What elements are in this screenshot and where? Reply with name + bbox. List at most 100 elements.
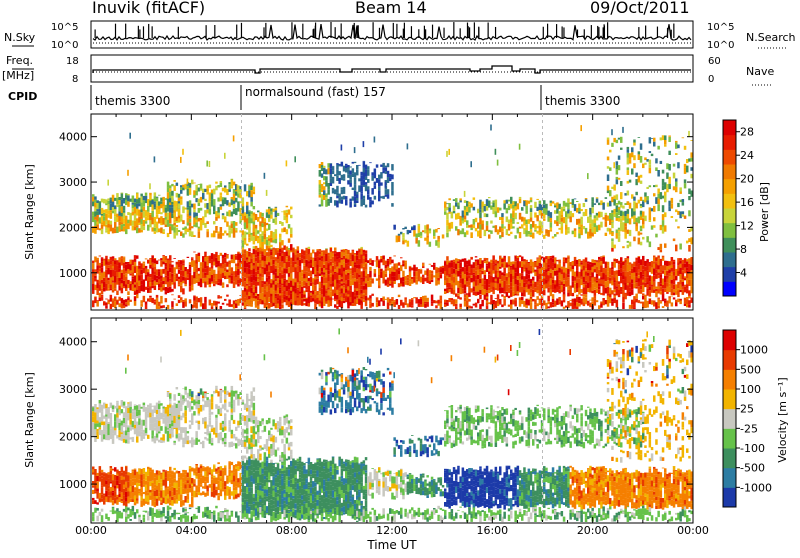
heat-cell (464, 260, 467, 267)
heat-cell (156, 499, 159, 506)
heat-cell (490, 301, 493, 305)
heat-cell (525, 272, 528, 274)
heat-cell (140, 281, 143, 285)
heat-cell (123, 509, 126, 512)
heat-cell (187, 228, 190, 232)
heat-cell (231, 280, 234, 283)
heat-cell (118, 512, 121, 519)
heat-cell (105, 278, 108, 284)
heat-cell (662, 288, 665, 295)
heat-cell (92, 486, 95, 488)
heat-cell (165, 298, 168, 302)
heat-cell (173, 180, 176, 182)
heat-cell (231, 267, 234, 273)
heat-cell (127, 475, 130, 481)
heat-cell (321, 190, 324, 192)
heat-cell (556, 221, 559, 226)
heat-cell (349, 183, 352, 187)
heat-cell (101, 267, 104, 272)
heat-cell (580, 279, 583, 285)
heat-cell (193, 297, 196, 301)
heat-cell (149, 495, 152, 500)
heat-cell (118, 484, 121, 491)
heat-cell (248, 257, 251, 263)
heat-cell (666, 184, 669, 188)
heat-cell (261, 297, 264, 300)
heat-cell (356, 268, 359, 273)
heat-cell (171, 196, 174, 202)
heat-cell (354, 254, 357, 256)
heat-cell (420, 304, 423, 307)
heat-cell (466, 278, 469, 282)
heat-cell (169, 255, 172, 261)
heat-cell (277, 294, 280, 298)
heat-cell (327, 183, 330, 190)
heat-cell (556, 287, 559, 293)
heat-cell (664, 192, 667, 196)
heat-cell (125, 273, 128, 277)
heat-cell (116, 214, 119, 217)
heat-cell (657, 170, 660, 177)
heat-cell (127, 296, 130, 297)
heat-cell (490, 270, 493, 276)
heat-cell (134, 284, 137, 287)
heat-cell (530, 198, 533, 200)
heat-cell (231, 228, 234, 233)
heat-cell (288, 298, 291, 302)
heat-cell (162, 513, 165, 516)
heat-cell (484, 204, 487, 206)
heat-cell (627, 209, 630, 214)
heat-cell (574, 277, 577, 281)
heat-cell (180, 196, 183, 199)
heat-cell (316, 249, 319, 250)
heat-cell (473, 219, 476, 225)
heat-cell (123, 286, 126, 288)
heat-cell (235, 222, 238, 226)
heat-cell (105, 214, 108, 221)
heat-cell (281, 285, 284, 291)
heat-cell (151, 439, 154, 442)
heat-cell (591, 205, 594, 207)
heat-cell (552, 270, 555, 276)
heat-cell (297, 290, 300, 296)
heat-cell (404, 281, 407, 285)
heat-cell (644, 305, 647, 309)
heat-cell (534, 212, 537, 217)
heat-cell (620, 137, 623, 143)
heat-cell (110, 270, 113, 274)
heat-cell (105, 284, 108, 291)
heat-cell (151, 435, 154, 438)
heat-cell (160, 490, 163, 498)
heat-cell (602, 301, 605, 306)
heat-cell (365, 264, 368, 270)
heat-cell (455, 282, 458, 285)
heat-cell (272, 290, 275, 295)
heat-cell (233, 276, 236, 282)
heat-cell (125, 424, 128, 430)
heat-cell (378, 184, 381, 187)
heat-cell (99, 403, 102, 406)
heat-cell (468, 266, 471, 272)
heat-cell (184, 231, 187, 234)
heat-cell (616, 270, 619, 275)
heat-cell (514, 294, 517, 295)
heat-cell (657, 306, 660, 309)
heat-cell (523, 221, 526, 226)
heat-cell (574, 283, 577, 289)
heat-cell (112, 507, 115, 508)
heat-cell (158, 440, 161, 443)
heat-cell (341, 294, 344, 297)
heat-cell (279, 238, 282, 242)
heat-cell (283, 295, 286, 297)
heat-cell (134, 478, 137, 485)
heat-cell (668, 151, 671, 155)
heat-cell (110, 474, 113, 481)
heat-cell (448, 289, 451, 292)
heat-cell (195, 280, 198, 283)
heat-cell (451, 212, 454, 219)
heat-cell (215, 217, 218, 221)
heat-cell (646, 259, 649, 263)
heat-cell (286, 256, 289, 258)
heat-cell (556, 202, 559, 208)
heat-cell (248, 300, 251, 306)
